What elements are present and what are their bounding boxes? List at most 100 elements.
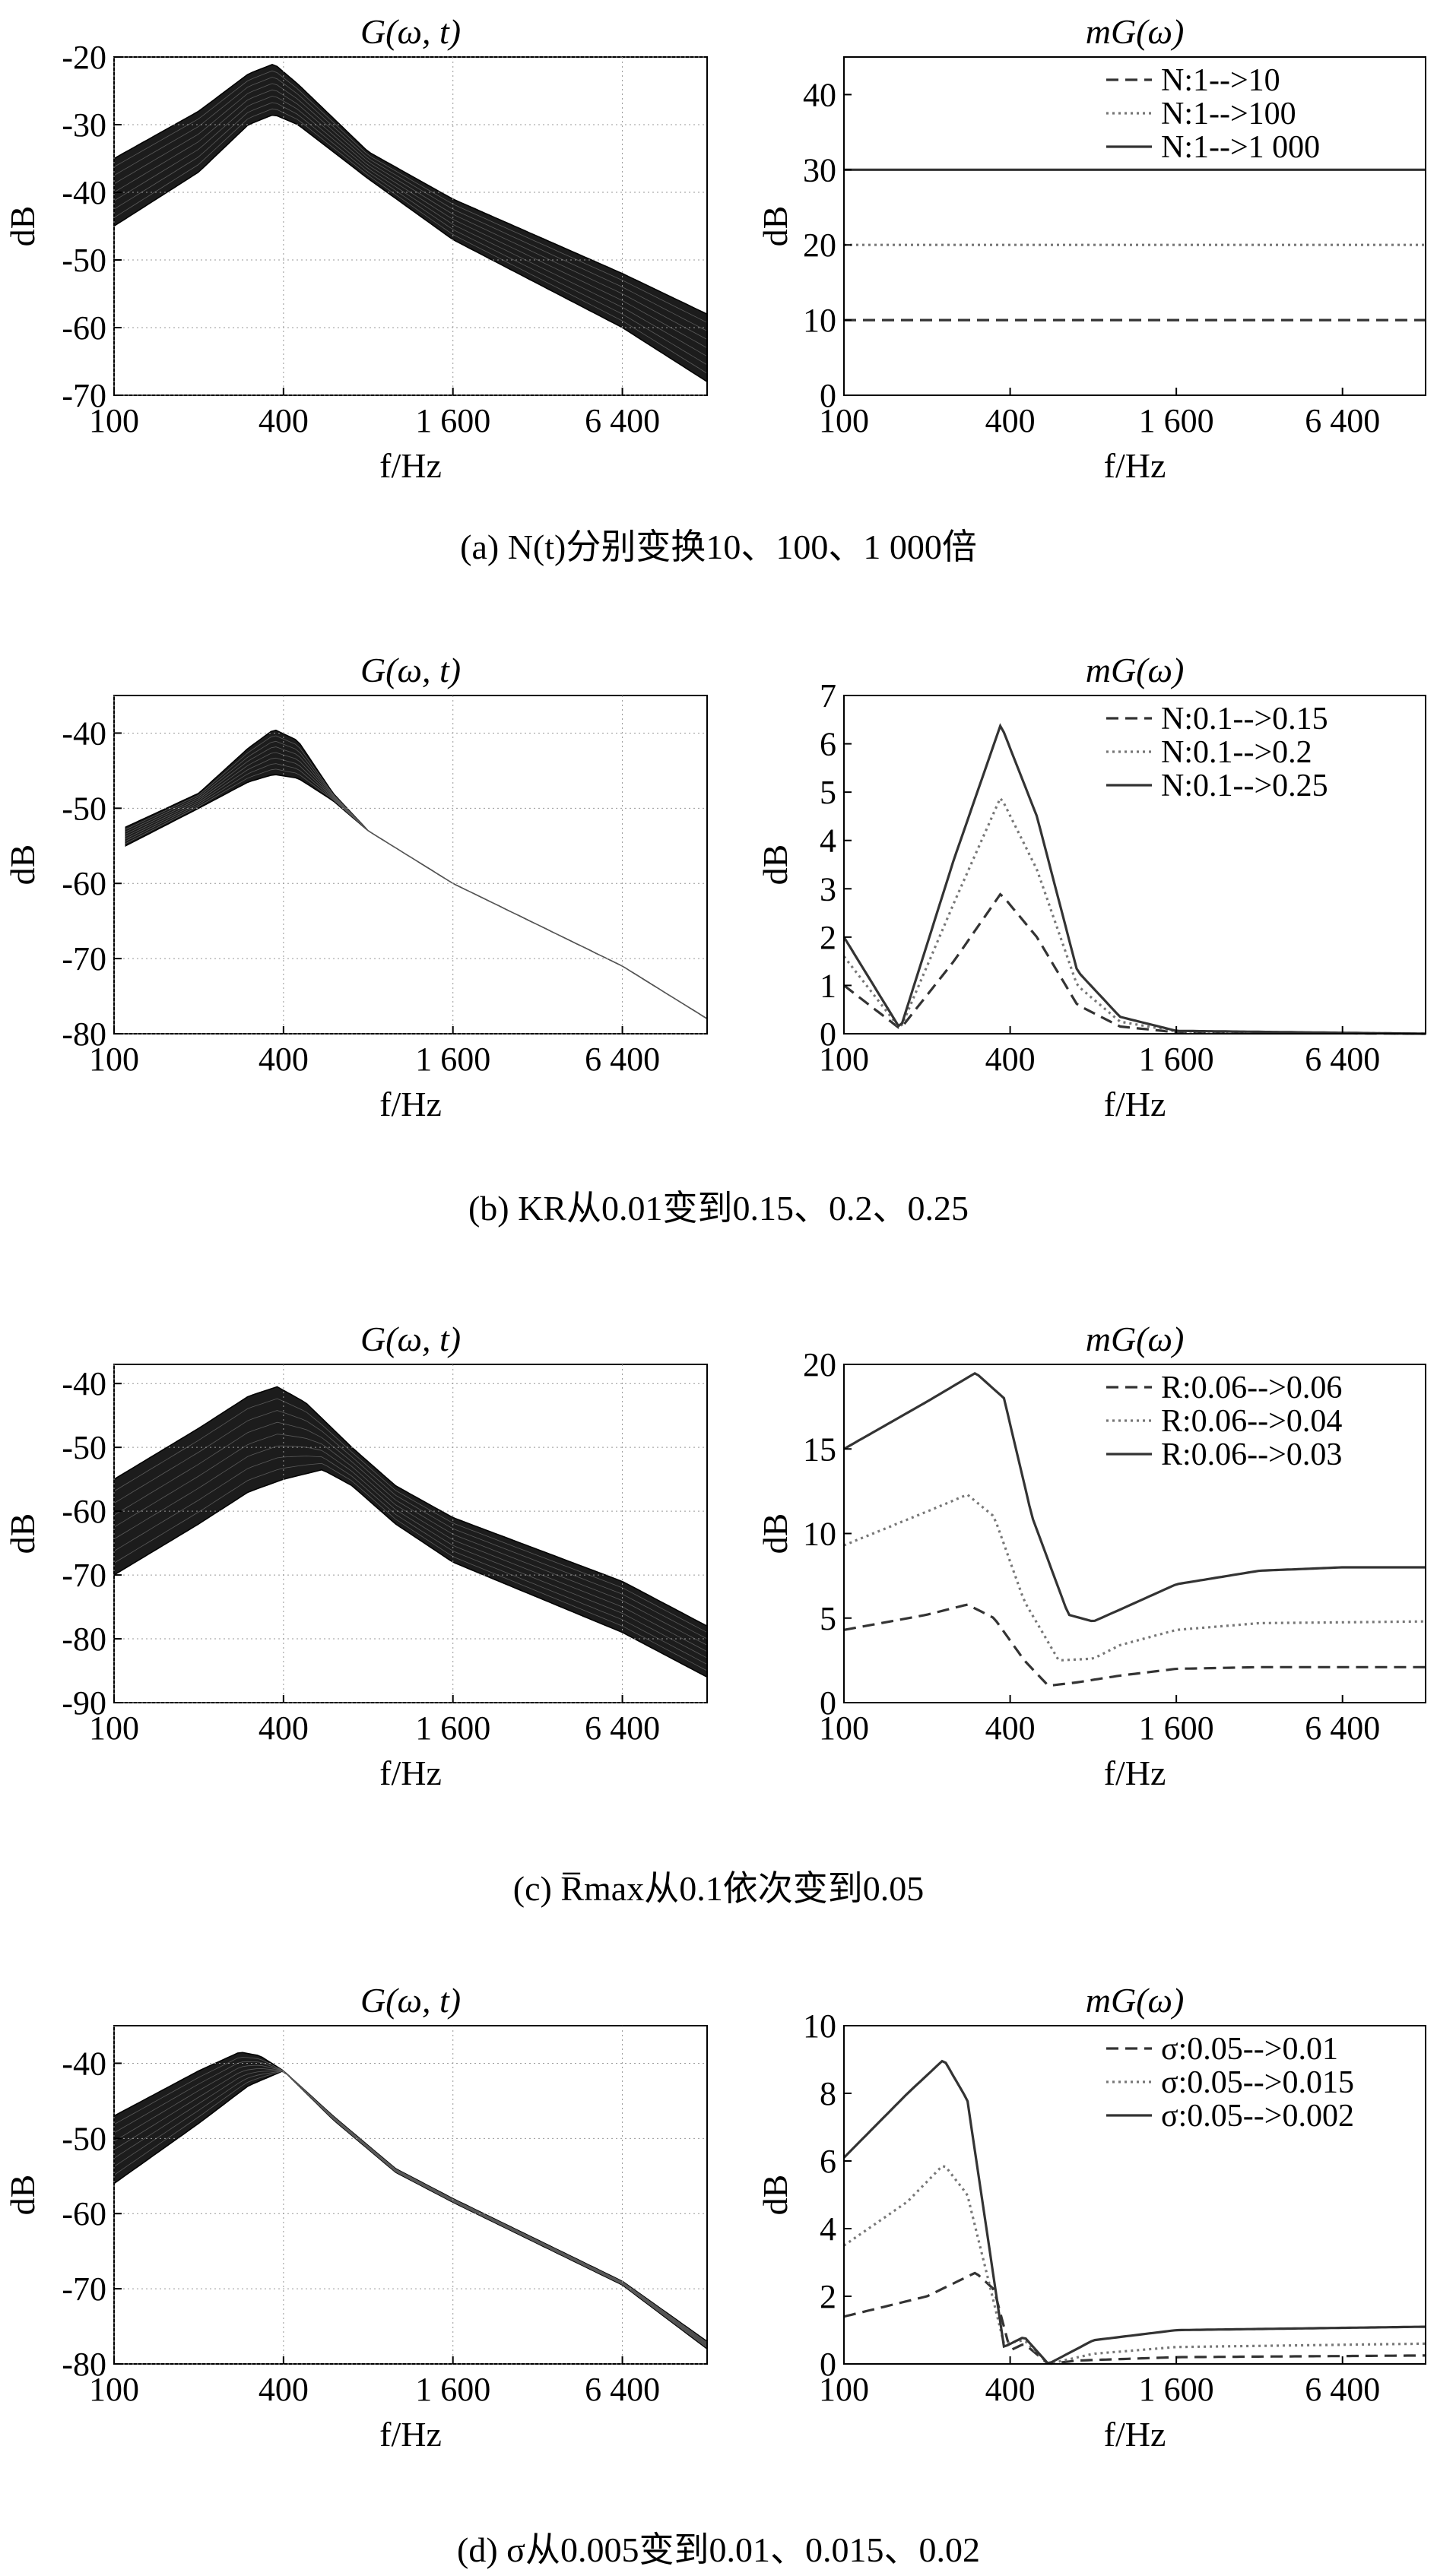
band-curve — [113, 2061, 708, 2344]
y-tick-label: 4 — [820, 822, 836, 860]
y-tick-label: -60 — [62, 2195, 106, 2232]
x-axis-label: f/Hz — [379, 1754, 442, 1792]
y-tick-label: -80 — [62, 1621, 106, 1658]
band-curve — [113, 1398, 708, 1633]
y-tick-label: -50 — [62, 1429, 106, 1466]
y-tick-label: 20 — [803, 227, 836, 264]
y-tick-label: 2 — [820, 2278, 836, 2315]
x-tick-label: 6 400 — [1305, 1041, 1380, 1078]
y-tick-label: -70 — [62, 377, 106, 414]
y-tick-label: 6 — [820, 726, 836, 763]
x-tick-label: 1 600 — [415, 2371, 490, 2408]
x-tick-label: 1 600 — [1139, 402, 1214, 439]
band-curve — [113, 2067, 708, 2346]
band-curve — [125, 735, 708, 1019]
x-tick-label: 6 400 — [585, 2371, 660, 2408]
x-tick-label: 1 600 — [415, 402, 490, 439]
y-tick-label: 15 — [803, 1431, 836, 1468]
legend-label: N:1-->10 — [1161, 63, 1280, 98]
y-tick-label: 5 — [820, 1600, 836, 1637]
band-curve — [113, 96, 708, 357]
y-axis-label: dB — [756, 206, 795, 247]
y-axis-label: dB — [756, 1513, 795, 1554]
band-curve — [113, 2071, 708, 2349]
y-tick-label: -50 — [62, 2120, 106, 2157]
plot-frame — [843, 56, 1426, 396]
series-line-1 — [842, 795, 1426, 1035]
y-tick-label: 5 — [820, 774, 836, 811]
y-axis-label: dB — [3, 206, 42, 247]
plot-frame — [843, 2025, 1426, 2365]
y-tick-label: -40 — [62, 1365, 106, 1402]
y-axis-label: dB — [756, 2175, 795, 2216]
legend-label: σ:0.05-->0.002 — [1161, 2099, 1354, 2134]
x-tick-label: 6 400 — [1305, 2371, 1380, 2408]
band-curve — [125, 763, 708, 1019]
y-axis-label: dB — [3, 2175, 42, 2216]
legend-label: R:0.06-->0.03 — [1161, 1437, 1342, 1472]
y-tick-label: -70 — [62, 1557, 106, 1594]
x-tick-label: 100 — [89, 2371, 139, 2408]
series-line-0 — [843, 1603, 1426, 1687]
x-tick-label: 100 — [819, 402, 869, 439]
x-tick-label: 1 600 — [1139, 1041, 1214, 1078]
y-axis-label: dB — [3, 1513, 42, 1554]
y-tick-label: 10 — [803, 302, 836, 339]
y-tick-label: -40 — [62, 174, 106, 211]
x-tick-label: 400 — [259, 2371, 309, 2408]
x-tick-label: 100 — [89, 402, 139, 439]
x-tick-label: 400 — [259, 1709, 309, 1747]
panel-caption: (c) R̅max从0.1依次变到0.05 — [513, 1869, 924, 1908]
series-line-0 — [843, 2271, 1426, 2365]
y-tick-label: -50 — [62, 790, 106, 827]
x-tick-label: 1 600 — [415, 1709, 490, 1747]
x-axis-label: f/Hz — [379, 446, 442, 485]
chart-3-0 — [113, 2025, 708, 2365]
y-tick-label: 30 — [803, 151, 836, 189]
y-tick-label: 6 — [820, 2143, 836, 2180]
y-axis-label: dB — [756, 844, 795, 886]
y-tick-label: 8 — [820, 2075, 836, 2112]
y-tick-label: 40 — [803, 76, 836, 113]
x-axis-label: f/Hz — [1104, 1085, 1166, 1123]
chart-title: G(ω, t) — [360, 12, 461, 51]
y-tick-label: 2 — [820, 919, 836, 956]
legend-label: σ:0.05-->0.015 — [1161, 2065, 1354, 2100]
x-axis-label: f/Hz — [1104, 2415, 1166, 2454]
x-axis-label: f/Hz — [379, 2415, 442, 2454]
chart-title: mG(ω) — [1086, 651, 1185, 689]
x-tick-label: 100 — [819, 2371, 869, 2408]
series-line-1 — [843, 1493, 1426, 1662]
y-tick-label: -40 — [62, 2045, 106, 2082]
x-tick-label: 400 — [259, 402, 309, 439]
chart-title: G(ω, t) — [360, 651, 461, 689]
x-tick-label: 400 — [259, 1041, 309, 1078]
x-tick-label: 6 400 — [585, 1709, 660, 1747]
x-tick-label: 6 400 — [1305, 1709, 1380, 1747]
x-axis-label: f/Hz — [1104, 446, 1166, 485]
band-curve — [113, 1445, 708, 1659]
y-tick-label: 4 — [820, 2210, 836, 2248]
chart-3-1 — [843, 2025, 1426, 2365]
x-tick-label: 6 400 — [585, 1041, 660, 1078]
chart-0-1 — [843, 56, 1426, 396]
y-tick-label: 0 — [820, 2346, 836, 2383]
y-tick-label: 10 — [803, 1516, 836, 1553]
legend-label: N:0.1-->0.25 — [1161, 768, 1328, 803]
band-curve — [113, 2064, 708, 2345]
y-tick-label: -70 — [62, 2270, 106, 2308]
response-band — [125, 729, 708, 1019]
x-axis-label: f/Hz — [379, 1085, 442, 1123]
series-line-2 — [843, 1371, 1426, 1623]
y-tick-label: -60 — [62, 1493, 106, 1530]
y-tick-label: 0 — [820, 1684, 836, 1722]
series-line-1 — [843, 2164, 1426, 2365]
chart-1-1 — [843, 695, 1426, 1035]
legend-label: σ:0.05-->0.01 — [1161, 2032, 1338, 2067]
band-curve — [113, 1410, 708, 1640]
x-tick-label: 1 600 — [1139, 1709, 1214, 1747]
panel-caption: (d) σ从0.005变到0.01、0.015、0.02 — [457, 2530, 980, 2569]
plot-frame — [113, 695, 708, 1035]
band-curve — [113, 2070, 708, 2346]
legend-label: N:1-->100 — [1161, 97, 1296, 131]
